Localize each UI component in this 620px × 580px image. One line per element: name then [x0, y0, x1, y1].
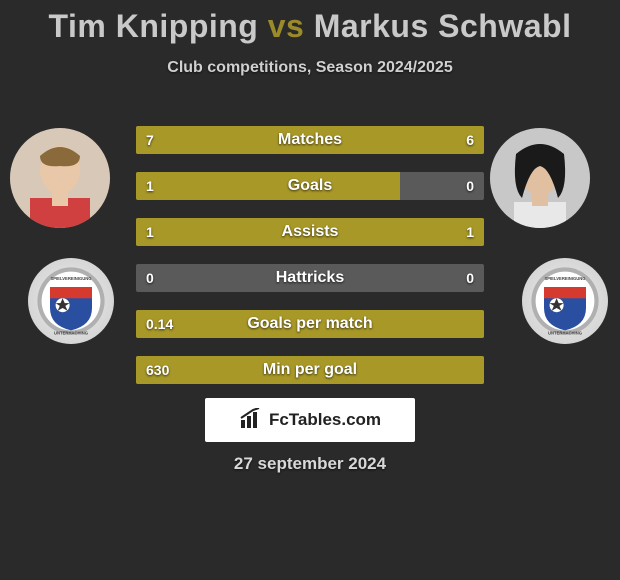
stat-fill-left: [136, 356, 484, 384]
stat-row: 630Min per goal: [136, 356, 484, 384]
svg-text:SPIELVEREINIGUNG: SPIELVEREINIGUNG: [544, 276, 585, 281]
player1-avatar: [10, 128, 110, 228]
vs-separator: vs: [268, 8, 305, 44]
comparison-title: Tim Knipping vs Markus Schwabl: [0, 0, 620, 45]
stat-row: 0.14Goals per match: [136, 310, 484, 338]
stat-value-left: 0: [146, 264, 154, 292]
stat-fill-right: [324, 126, 484, 154]
stat-fill-left: [136, 218, 327, 246]
stat-fill-left: [136, 172, 400, 200]
stat-value-right: 0: [466, 172, 474, 200]
stats-container: 76Matches10Goals11Assists00Hattricks0.14…: [136, 126, 484, 402]
stat-value-right: 0: [466, 264, 474, 292]
player2-name: Markus Schwabl: [314, 8, 572, 44]
site-badge: FcTables.com: [205, 398, 415, 442]
chart-icon: [239, 408, 263, 432]
stat-row: 76Matches: [136, 126, 484, 154]
stat-fill-right: [327, 218, 484, 246]
player2-avatar: [490, 128, 590, 228]
player1-name: Tim Knipping: [49, 8, 259, 44]
stat-row: 10Goals: [136, 172, 484, 200]
footer-date: 27 september 2024: [0, 454, 620, 474]
stat-row: 11Assists: [136, 218, 484, 246]
stat-label: Hattricks: [136, 264, 484, 292]
stat-fill-left: [136, 126, 324, 154]
stat-row: 0 0Hattricks: [136, 264, 484, 292]
stat-fill-left: [136, 310, 484, 338]
subtitle: Club competitions, Season 2024/2025: [0, 59, 620, 77]
svg-text:UNTERHACHING: UNTERHACHING: [548, 331, 582, 336]
player1-club-crest: SPIELVEREINIGUNG UNTERHACHING: [28, 258, 114, 344]
player2-club-crest: SPIELVEREINIGUNG UNTERHACHING: [522, 258, 608, 344]
svg-text:SPIELVEREINIGUNG: SPIELVEREINIGUNG: [50, 276, 91, 281]
svg-text:UNTERHACHING: UNTERHACHING: [54, 331, 88, 336]
site-name: FcTables.com: [269, 410, 381, 430]
